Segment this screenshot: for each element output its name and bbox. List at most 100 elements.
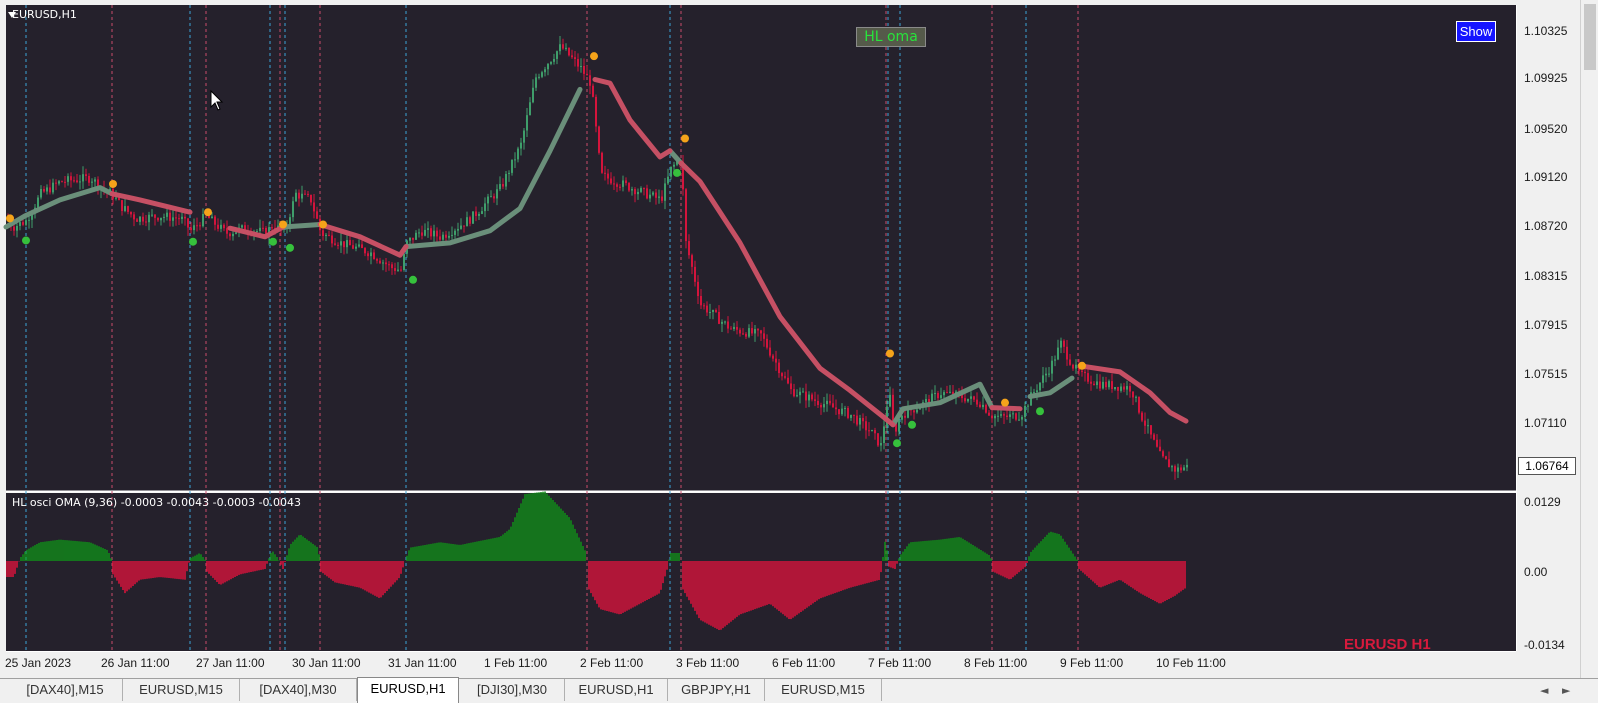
- candle: [424, 229, 426, 236]
- candle: [547, 63, 549, 70]
- candle: [1120, 386, 1122, 391]
- symbol-dropdown-icon[interactable]: [8, 12, 16, 18]
- candle: [673, 164, 675, 167]
- candle: [202, 214, 204, 227]
- candle: [790, 383, 792, 390]
- candle: [913, 410, 915, 413]
- tab-eurusd-m15[interactable]: EURUSD,M15: [123, 679, 240, 701]
- candle: [175, 217, 177, 219]
- candle: [52, 182, 54, 193]
- candle: [604, 172, 606, 174]
- candle: [1021, 416, 1023, 420]
- candle: [241, 225, 243, 228]
- candle: [916, 409, 918, 413]
- candle: [1072, 364, 1074, 369]
- tab-scroll-right-icon[interactable]: ►: [1562, 684, 1571, 697]
- candle: [19, 222, 21, 226]
- candle: [991, 415, 993, 419]
- tab-gbpjpy-h1[interactable]: GBPJPY,H1: [668, 679, 765, 701]
- candle: [220, 224, 222, 229]
- oma-line-up: [3, 86, 1075, 428]
- price-chart-area[interactable]: [6, 5, 1516, 491]
- candle: [31, 213, 33, 220]
- candle: [118, 197, 120, 201]
- candle: [829, 400, 831, 404]
- candle: [919, 407, 921, 410]
- tab-eurusd-h1[interactable]: EURUSD,H1: [565, 679, 668, 701]
- tab-eurusd-h1-active[interactable]: EURUSD,H1: [357, 677, 459, 703]
- candle: [454, 230, 456, 235]
- time-label: 31 Jan 11:00: [388, 656, 457, 670]
- candle: [868, 430, 870, 432]
- candle: [1084, 371, 1086, 374]
- candle: [1102, 381, 1104, 389]
- candle: [340, 241, 342, 246]
- candle: [349, 240, 351, 246]
- hl-oma-button[interactable]: HL oma: [856, 27, 926, 47]
- candle: [685, 189, 687, 242]
- candle: [1144, 420, 1146, 426]
- candle: [925, 398, 927, 403]
- show-button[interactable]: Show: [1456, 21, 1496, 42]
- candle: [550, 61, 552, 64]
- low-signal-dot: [893, 439, 901, 448]
- candle: [136, 219, 138, 222]
- candle: [1123, 386, 1125, 390]
- candle: [1132, 391, 1134, 398]
- candle: [130, 211, 132, 215]
- candle: [343, 241, 345, 248]
- candle: [718, 311, 720, 324]
- candle: [85, 174, 87, 177]
- candle: [934, 393, 936, 395]
- candle: [895, 422, 897, 432]
- price-tick: 1.09120: [1524, 170, 1568, 184]
- candle: [379, 260, 381, 264]
- low-signal-dot: [22, 236, 30, 245]
- high-signal-dot: [886, 349, 894, 358]
- candle: [943, 392, 945, 396]
- candle: [145, 221, 147, 223]
- scrollbar-thumb[interactable]: [1584, 4, 1596, 70]
- high-signal-dot: [590, 52, 598, 61]
- time-label: 6 Feb 11:00: [772, 656, 836, 670]
- candle: [1045, 373, 1047, 376]
- candle: [259, 227, 261, 231]
- candle: [565, 47, 567, 49]
- candle: [784, 376, 786, 378]
- candle: [601, 152, 603, 173]
- candle: [625, 180, 627, 184]
- candle: [526, 115, 528, 131]
- candle: [445, 234, 447, 238]
- candle: [25, 220, 27, 225]
- candle: [412, 237, 414, 240]
- tab-dax40-m30[interactable]: [DAX40],M30: [240, 679, 357, 701]
- candle: [1162, 451, 1164, 457]
- candle: [418, 232, 420, 234]
- candle: [214, 216, 216, 225]
- candle: [763, 333, 765, 339]
- tab-scroll-left-icon[interactable]: ◄: [1540, 684, 1549, 697]
- vertical-scrollbar[interactable]: [1580, 0, 1598, 678]
- candle: [1012, 413, 1014, 415]
- candle: [352, 245, 354, 249]
- candle: [649, 194, 651, 199]
- candle: [1117, 387, 1119, 391]
- tab-dax40-m15[interactable]: [DAX40],M15: [8, 679, 123, 701]
- candle: [628, 183, 630, 191]
- tab-eurusd-m15-2[interactable]: EURUSD,M15: [765, 679, 882, 701]
- candle: [64, 181, 66, 183]
- candle: [739, 329, 741, 334]
- candle: [517, 148, 519, 160]
- oscillator-tick: 0.00: [1524, 565, 1548, 579]
- tab-dji30-m30[interactable]: [DJI30],M30: [460, 679, 565, 701]
- candle: [358, 244, 360, 247]
- candle: [55, 182, 57, 184]
- candle: [853, 414, 855, 416]
- candle: [1093, 383, 1095, 386]
- candle: [127, 206, 129, 212]
- candle: [541, 72, 543, 77]
- candle: [289, 217, 291, 225]
- candle: [610, 178, 612, 184]
- candle: [1105, 381, 1107, 388]
